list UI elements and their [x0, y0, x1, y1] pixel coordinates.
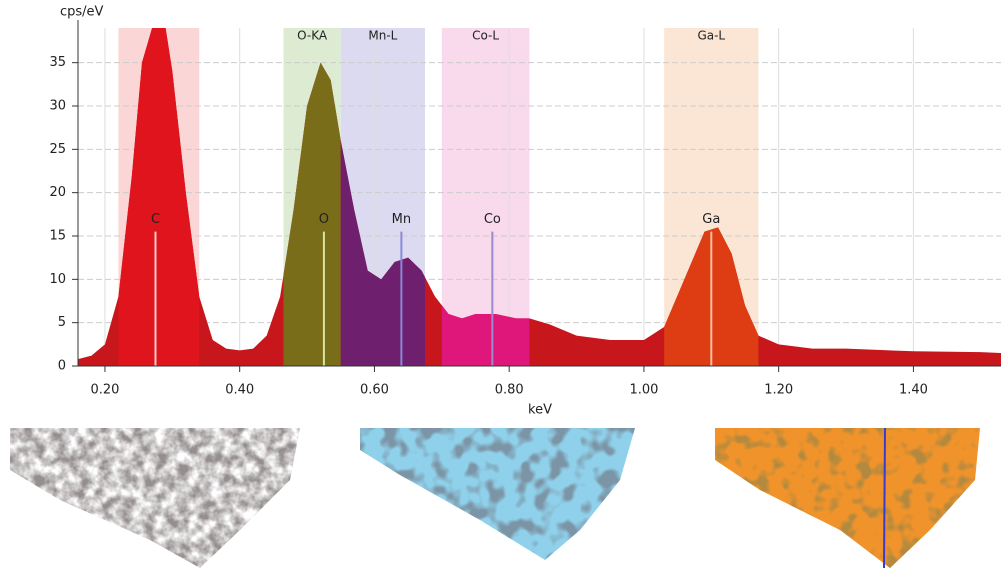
band-label: O-KA [297, 29, 328, 43]
x-tick-label: 1.00 [629, 383, 658, 398]
probe-line [884, 428, 885, 568]
band-label: Mn-L [368, 29, 397, 43]
spectrum-region [78, 28, 1001, 366]
y-tick-label: 20 [49, 185, 66, 200]
page: cps/eV keV O-KA Mn-L Co-L Ga-L C O Mn Co Ga 0 5 10 1… [0, 0, 1001, 568]
band-label: Ga-L [697, 29, 725, 43]
peak-label: Ga [702, 212, 720, 227]
x-axis-label: keV [528, 403, 552, 418]
peak-label: O [319, 212, 329, 227]
y-axis-label: cps/eV [60, 5, 104, 20]
spectrum-region [78, 28, 1001, 366]
x-tick-label: 0.80 [495, 383, 524, 398]
x-tick-label: 0.60 [360, 383, 389, 398]
peak-label: C [151, 212, 160, 227]
y-tick-label: 25 [49, 142, 66, 157]
y-tick-label: 5 [58, 315, 66, 330]
spectrum-region [78, 28, 1001, 366]
band-label: Co-L [472, 29, 499, 43]
y-tick-label: 35 [49, 55, 66, 70]
y-tick-label: 30 [49, 99, 66, 114]
orange-image [700, 420, 990, 568]
chart: cps/eV keV O-KA Mn-L Co-L Ga-L C O Mn Co Ga 0 5 10 1… [0, 0, 1001, 420]
y-tick-label: 10 [49, 272, 66, 287]
blue-image [350, 420, 650, 568]
y-tick-label: 0 [58, 359, 66, 374]
spectrum-region [78, 28, 1001, 366]
x-tick-label: 1.20 [764, 383, 793, 398]
sample-images [0, 420, 1001, 568]
peak-label: Co [484, 212, 501, 227]
spectrum-area [78, 28, 1001, 366]
fiber-image [0, 420, 320, 568]
spectrum-region [78, 28, 1001, 366]
x-tick-label: 1.40 [899, 383, 928, 398]
x-tick-label: 0.20 [90, 383, 119, 398]
peak-label: Mn [392, 212, 411, 227]
x-tick-label: 0.40 [225, 383, 254, 398]
y-tick-label: 15 [49, 229, 66, 244]
